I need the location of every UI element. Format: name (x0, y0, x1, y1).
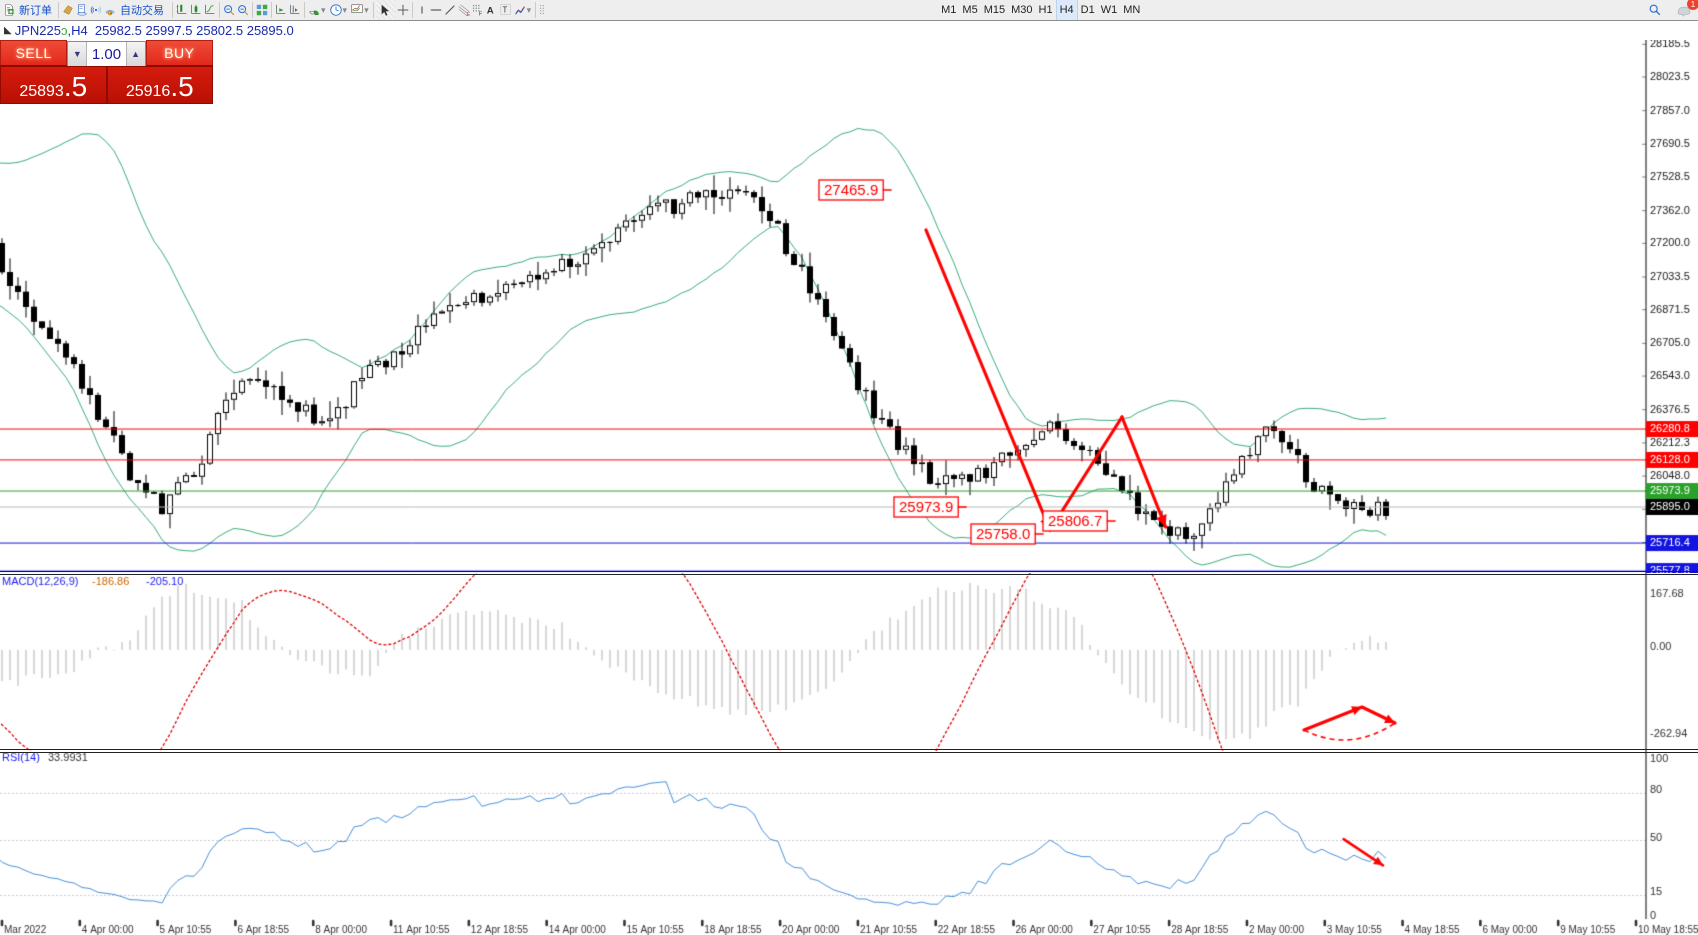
svg-text:A: A (486, 6, 493, 17)
svg-text:T: T (502, 6, 507, 15)
svg-text:F: F (478, 11, 481, 17)
